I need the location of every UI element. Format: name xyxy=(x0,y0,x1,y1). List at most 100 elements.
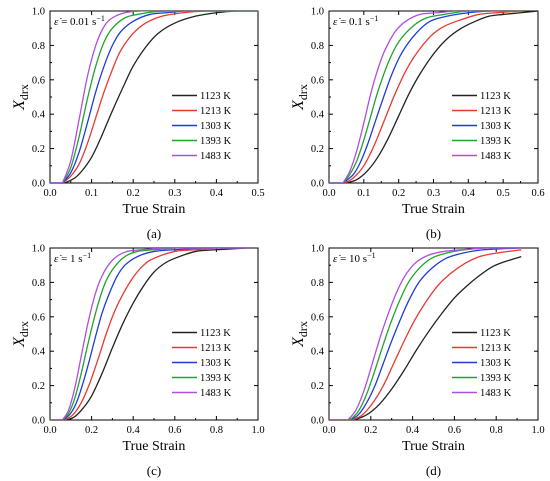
legend-label: 1483 K xyxy=(200,151,232,162)
y-tick-label: 0.4 xyxy=(311,347,325,358)
strain-rate-value: = 1 s xyxy=(58,253,82,265)
legend-label: 1213 K xyxy=(200,343,232,354)
y-axis-label: Xdrx xyxy=(290,84,310,111)
y-tick-label: 0.4 xyxy=(311,110,325,121)
strain-rate-annotation: ε̇ = 0.1 s−1 xyxy=(333,14,378,28)
x-tick-label: 0.3 xyxy=(427,188,440,199)
series-line-1303k xyxy=(50,248,248,420)
y-tick-label: 0.6 xyxy=(311,312,324,323)
panel-d: 0.0 0.2 0.4 0.6 0.8 1.0 0.0 0.2 0.4 0.6 0.8 1.0 True… xyxy=(290,244,545,479)
strain-rate-symbol: ε̇ xyxy=(54,16,62,28)
series-group xyxy=(50,11,258,183)
y-axis-label-sub: drx xyxy=(17,84,31,100)
x-tick-label: 0.2 xyxy=(85,425,98,436)
y-tick-label: 0.2 xyxy=(32,381,45,392)
series-line-1483k xyxy=(50,11,258,183)
y-tick-label: 1.0 xyxy=(32,7,45,18)
y-tick-label: 0.6 xyxy=(32,312,45,323)
x-tick-label: 1.0 xyxy=(251,425,264,436)
series-group xyxy=(329,11,538,183)
panel-label: (d) xyxy=(426,463,441,478)
strain-rate-annotation: ε̇ = 1 s−1 xyxy=(54,251,91,265)
panel-b: 0.0 0.1 0.2 0.3 0.4 0.5 0.6 0.0 0.2 0.4 0.6 0.8 1.0 T… xyxy=(290,7,545,242)
y-tick-label: 0.0 xyxy=(32,179,45,190)
legend-label: 1123 K xyxy=(200,328,231,339)
panel-label: (c) xyxy=(147,463,161,478)
series-line-1213k xyxy=(329,249,522,420)
x-tick-label: 0.4 xyxy=(127,425,141,436)
series-group xyxy=(329,248,522,420)
strain-rate-symbol: ε̇ xyxy=(333,253,341,265)
x-axis-label: True Strain xyxy=(123,439,186,454)
y-tick-label: 0.0 xyxy=(311,416,324,427)
x-axis-label: True Strain xyxy=(402,202,465,217)
legend-label: 1303 K xyxy=(200,121,232,132)
y-tick-label: 0.0 xyxy=(32,416,45,427)
y-tick-label: 1.0 xyxy=(311,7,324,18)
x-tick-label: 0.2 xyxy=(392,188,405,199)
panel-a: 0.0 0.1 0.2 0.3 0.4 0.5 0.0 0.2 0.4 0.6 0.8 1.0 True… xyxy=(11,7,265,242)
series-line-1213k xyxy=(329,11,521,183)
legend-label: 1213 K xyxy=(480,106,512,117)
strain-rate-unit-exponent: −1 xyxy=(367,251,376,260)
x-tick-label: 0.4 xyxy=(462,188,476,199)
series-group xyxy=(50,248,248,420)
series-line-1213k xyxy=(50,248,248,420)
strain-rate-value: = 0.1 s xyxy=(337,16,369,28)
legend-label: 1303 K xyxy=(480,358,512,369)
y-axis-label-main: X xyxy=(290,99,307,111)
panel-c: 0.0 0.2 0.4 0.6 0.8 1.0 0.0 0.2 0.4 0.6 0.8 1.0 True… xyxy=(11,244,265,479)
x-tick-label: 0.8 xyxy=(490,425,503,436)
series-line-1123k xyxy=(329,11,538,183)
x-tick-label: 0.2 xyxy=(364,425,377,436)
y-tick-label: 0.0 xyxy=(311,179,324,190)
x-tick-label: 0.1 xyxy=(85,188,98,199)
x-tick-label: 0.6 xyxy=(168,425,181,436)
x-tick-label: 0.5 xyxy=(251,188,264,199)
x-tick-label: 0.0 xyxy=(43,188,56,199)
x-tick-label: 0.2 xyxy=(127,188,140,199)
strain-rate-symbol: ε̇ xyxy=(333,16,341,28)
strain-rate-unit-exponent: −1 xyxy=(83,251,92,260)
panel-label: (b) xyxy=(426,226,441,241)
y-axis-label-sub: drx xyxy=(296,321,310,337)
series-line-1483k xyxy=(329,11,521,183)
y-tick-label: 1.0 xyxy=(32,244,45,255)
legend-label: 1213 K xyxy=(200,106,232,117)
y-tick-label: 0.2 xyxy=(32,144,45,155)
legend-label: 1303 K xyxy=(480,121,512,132)
y-axis-label: Xdrx xyxy=(290,321,310,348)
strain-rate-annotation: ε̇ = 10 s−1 xyxy=(333,251,376,265)
legend-label: 1393 K xyxy=(480,373,512,384)
y-axis-label-sub: drx xyxy=(17,321,31,337)
x-tick-label: 0.1 xyxy=(357,188,370,199)
y-tick-label: 0.8 xyxy=(32,41,45,52)
series-line-1123k xyxy=(50,11,258,183)
x-tick-label: 0.6 xyxy=(448,425,461,436)
series-line-1123k xyxy=(50,248,248,420)
y-tick-label: 0.2 xyxy=(311,381,324,392)
x-tick-label: 0.4 xyxy=(406,425,420,436)
x-tick-label: 0.0 xyxy=(43,425,56,436)
x-axis-label: True Strain xyxy=(123,202,186,217)
legend-label: 1483 K xyxy=(480,151,512,162)
legend-label: 1213 K xyxy=(480,343,512,354)
series-line-1303k xyxy=(329,11,521,183)
y-tick-label: 0.8 xyxy=(311,278,324,289)
strain-rate-value: = 10 s xyxy=(337,253,367,265)
y-axis-label-main: X xyxy=(290,336,307,348)
x-tick-label: 1.0 xyxy=(531,425,544,436)
x-tick-label: 0.0 xyxy=(322,425,335,436)
x-tick-label: 0.0 xyxy=(322,188,335,199)
y-axis-label-main: X xyxy=(11,99,28,111)
legend-label: 1393 K xyxy=(200,136,232,147)
strain-rate-value: = 0.01 s xyxy=(58,16,96,28)
x-tick-label: 0.8 xyxy=(210,425,223,436)
legend-label: 1123 K xyxy=(480,91,511,102)
legend-label: 1123 K xyxy=(480,328,511,339)
series-line-1303k xyxy=(329,248,522,420)
x-axis-label: True Strain xyxy=(402,439,465,454)
y-axis-label: Xdrx xyxy=(11,321,31,348)
y-tick-label: 0.6 xyxy=(311,75,324,86)
